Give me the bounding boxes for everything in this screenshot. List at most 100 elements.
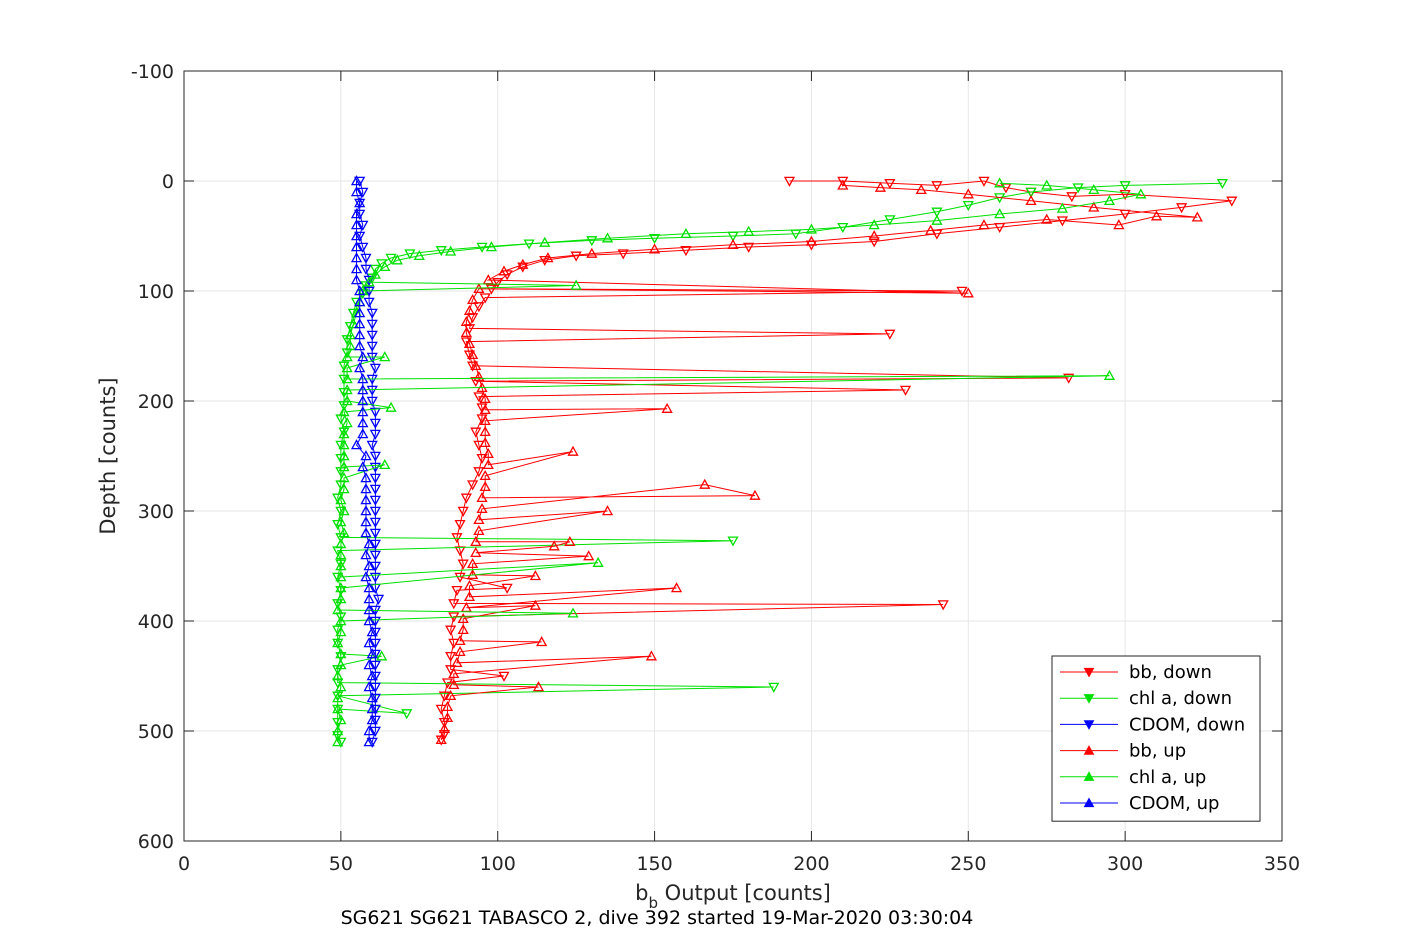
data-point (338, 374, 350, 385)
data-point (460, 326, 472, 338)
y-tick-label: 0 (162, 171, 174, 193)
legend-marker (1083, 720, 1095, 730)
data-point (363, 560, 375, 571)
data-point (376, 650, 388, 661)
data-point (369, 561, 381, 572)
data-point (350, 175, 363, 186)
data-point (435, 246, 447, 257)
data-point (369, 693, 381, 704)
x-axis-label-rest: Output [counts] (658, 881, 831, 905)
x-tick-label: 250 (950, 853, 986, 875)
data-point (338, 428, 350, 439)
data-point (868, 237, 880, 248)
data-point (363, 582, 375, 593)
data-point (369, 418, 381, 429)
data-point (363, 593, 375, 604)
data-point (335, 615, 347, 626)
data-point (366, 319, 378, 330)
data-point (366, 330, 378, 341)
data-point (1041, 179, 1053, 190)
data-point (366, 308, 378, 319)
data-point (962, 188, 974, 199)
data-point (680, 246, 692, 257)
data-point (438, 691, 450, 702)
data-point (369, 451, 381, 462)
data-point (517, 262, 529, 273)
y-tick-label: -100 (131, 61, 174, 83)
data-point (338, 461, 350, 472)
data-point (354, 296, 366, 307)
y-tick-label: 300 (138, 501, 174, 523)
data-point (338, 387, 350, 399)
data-point (366, 374, 378, 385)
data-point (874, 181, 887, 192)
data-point (369, 704, 381, 715)
data-point (350, 186, 363, 197)
data-point (931, 207, 943, 218)
data-point (467, 557, 479, 569)
data-point (344, 329, 356, 340)
data-point (837, 176, 849, 187)
data-point (451, 656, 463, 668)
legend: bb, down chl a, down CDOM, down bb, up chl a… (1051, 655, 1261, 822)
figure-caption: SG621 SG621 TABASCO 2, dive 392 started … (341, 907, 974, 929)
data-point (441, 711, 454, 723)
legend-marker (1083, 694, 1095, 704)
data-point (379, 260, 391, 272)
data-point (335, 593, 347, 604)
x-axis-label-main: b (635, 881, 648, 905)
data-point (369, 627, 381, 638)
data-point (448, 678, 460, 690)
data-point (1119, 181, 1131, 192)
data-point (467, 480, 479, 491)
data-point (354, 231, 366, 242)
data-point (369, 363, 381, 374)
data-point (536, 636, 548, 647)
data-point (341, 417, 353, 428)
data-point (369, 264, 381, 275)
x-tick-label: 0 (178, 853, 190, 875)
data-point (1226, 196, 1238, 207)
data-point (338, 527, 350, 538)
data-point (448, 667, 460, 679)
data-point (670, 582, 683, 593)
data-point (363, 297, 375, 308)
data-point (1056, 202, 1069, 213)
data-point (366, 692, 378, 703)
data-point (648, 243, 661, 254)
data-point (360, 549, 372, 560)
data-point (335, 659, 347, 670)
data-point (470, 546, 482, 558)
data-point (532, 681, 545, 692)
data-point (868, 230, 880, 241)
data-point (366, 341, 378, 352)
data-point (482, 274, 494, 285)
data-point (994, 177, 1006, 188)
data-point (360, 505, 372, 516)
data-point (485, 241, 498, 252)
data-point (335, 626, 347, 637)
data-point (1088, 183, 1100, 195)
data-point (479, 480, 491, 492)
data-point (1025, 187, 1037, 198)
data-point (783, 176, 796, 187)
data-point (645, 650, 658, 661)
data-point (369, 682, 381, 693)
data-point (404, 249, 416, 260)
data-point (1000, 183, 1012, 194)
data-point (463, 590, 476, 602)
data-point (457, 623, 469, 635)
x-axis-label-subscript: b (648, 894, 658, 912)
data-point (1063, 373, 1075, 384)
data-point (335, 681, 347, 692)
data-point (354, 329, 366, 340)
data-point (1041, 213, 1053, 224)
data-point (1113, 219, 1125, 230)
data-point (391, 254, 403, 265)
data-point (1103, 369, 1116, 380)
data-point (583, 550, 595, 561)
data-point (1135, 188, 1147, 199)
data-point (473, 302, 485, 313)
data-point (332, 692, 344, 703)
data-point (438, 722, 450, 734)
